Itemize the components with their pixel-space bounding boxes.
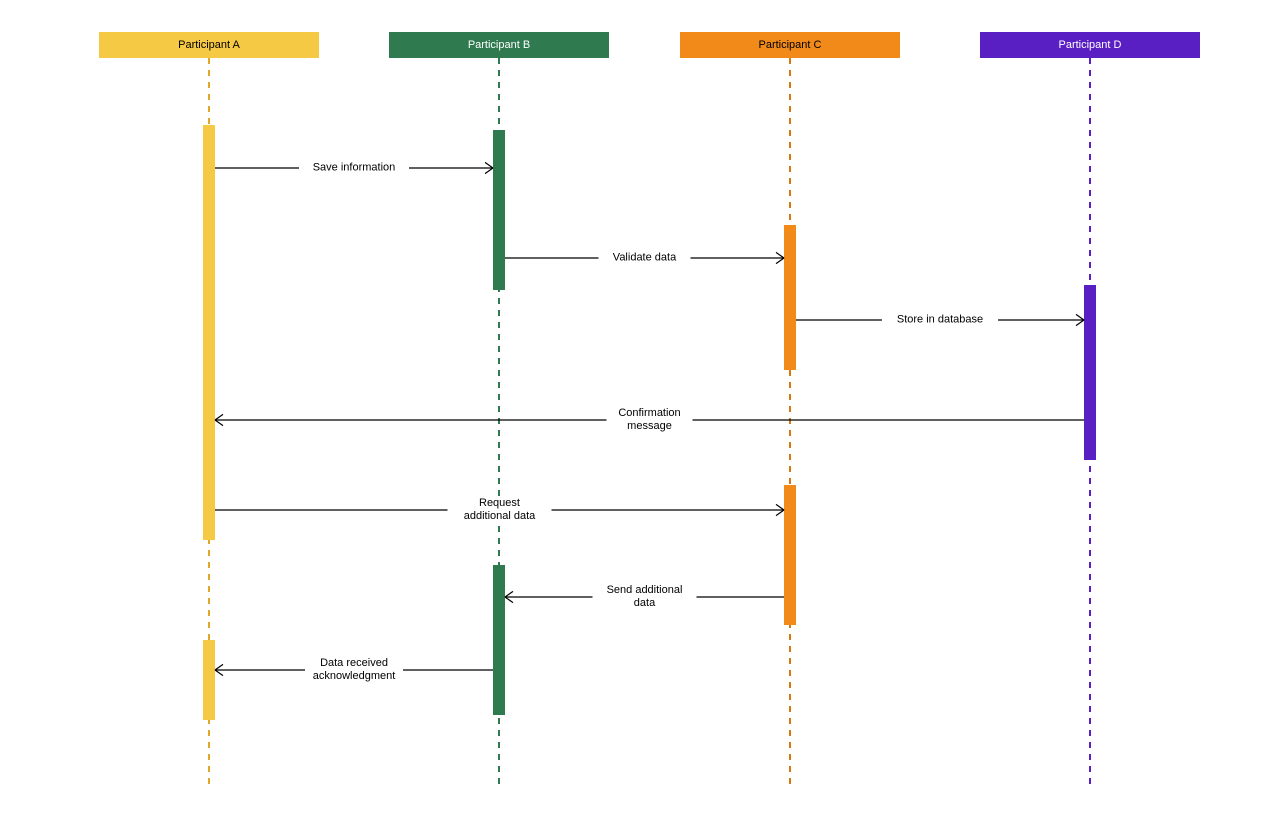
activation-a-6 [203, 640, 215, 720]
sequence-diagram-svg: Participant A Participant B Participant C P… [0, 0, 1280, 816]
activation-c-2 [784, 225, 796, 370]
message-label-6: Data receivedacknowledgment [313, 657, 396, 682]
sequence-diagram-canvas: Participant A Participant B Participant C P… [0, 0, 1280, 816]
message-label-2: Store in database [897, 314, 983, 326]
message-label-0: Save information [313, 162, 396, 174]
message-label-1: Validate data [613, 252, 677, 264]
activation-a-0 [203, 125, 215, 540]
activation-b-1 [493, 130, 505, 290]
activation-d-3 [1084, 285, 1096, 460]
message-label-3: Confirmationmessage [618, 407, 680, 432]
participant-header-label-b: Participant B [468, 39, 530, 51]
participant-header-label-d: Participant D [1059, 39, 1122, 51]
activation-c-4 [784, 485, 796, 625]
participant-header-label-a: Participant A [178, 39, 240, 51]
activation-b-5 [493, 565, 505, 715]
participant-header-label-c: Participant C [759, 39, 822, 51]
